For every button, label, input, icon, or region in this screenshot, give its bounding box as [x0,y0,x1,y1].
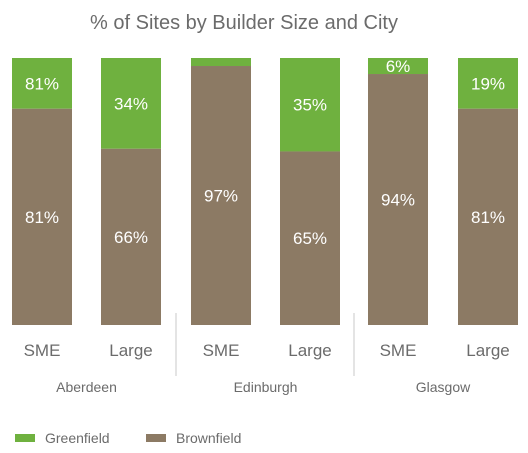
labels-layer: 81% 81% SME 66% 34% Large 97% SME 65% 35% Large 94%… [24,57,510,395]
data-label-brownfield-4: 94% [381,191,415,210]
data-label-greenfield-5: 19% [471,74,505,93]
legend-label-greenfield: Greenfield [45,430,110,446]
x-tick-label-3: Large [288,341,331,360]
bar-brownfield-4 [368,74,428,326]
x-tick-label-0: SME [24,341,61,360]
group-label-glasgow: Glasgow [416,379,471,395]
bar-brownfield-0 [12,108,72,325]
bar-greenfield-1 [101,58,161,149]
x-tick-label-2: SME [203,341,240,360]
chart-title: % of Sites by Builder Size and City [90,12,398,34]
bar-brownfield-5 [458,108,518,325]
bar-brownfield-1 [101,148,161,325]
data-label-greenfield-3: 35% [293,96,327,115]
bar-brownfield-2 [191,66,251,325]
data-label-greenfield-1: 34% [114,94,148,113]
bar-greenfield-3 [280,58,340,152]
legend: Greenfield Brownfield [15,430,241,446]
x-tick-label-4: SME [380,341,417,360]
bar-greenfield-5 [458,58,518,109]
data-label-brownfield-2: 97% [204,187,238,206]
data-label-brownfield-3: 65% [293,229,327,248]
legend-swatch-greenfield [15,434,35,442]
legend-label-brownfield: Brownfield [176,430,241,446]
group-label-edinburgh: Edinburgh [234,379,298,395]
data-label-greenfield-0: 81% [25,74,59,93]
bars-layer [12,58,518,326]
bar-greenfield-4 [368,58,428,75]
data-label-greenfield-4: 6% [386,57,411,76]
bar-greenfield-2 [191,58,251,67]
group-separators [175,313,355,376]
bar-brownfield-3 [280,151,340,325]
legend-swatch-brownfield [146,434,166,442]
x-tick-label-1: Large [109,341,152,360]
data-label-brownfield-0: 81% [25,208,59,227]
data-label-brownfield-5: 81% [471,208,505,227]
x-tick-label-5: Large [466,341,509,360]
group-label-aberdeen: Aberdeen [56,379,117,395]
bar-greenfield-0 [12,58,72,109]
data-label-brownfield-1: 66% [114,228,148,247]
